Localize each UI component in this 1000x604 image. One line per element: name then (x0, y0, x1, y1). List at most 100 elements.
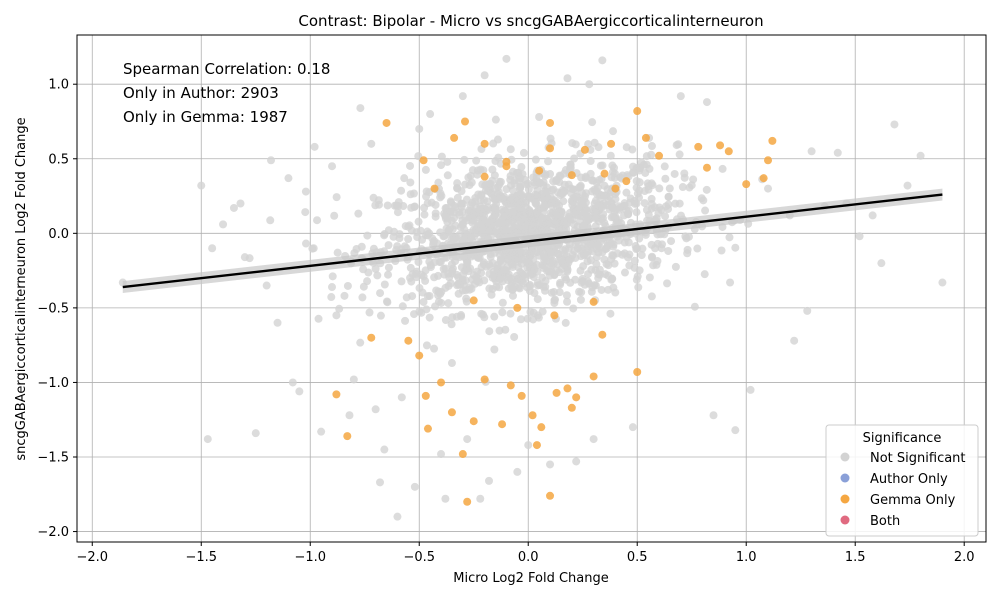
cloud-point (508, 285, 517, 294)
data-points (118, 54, 947, 521)
cloud-point (588, 283, 597, 292)
cloud-point (664, 246, 673, 255)
gemma-only-point (458, 450, 467, 459)
cloud-point (479, 204, 488, 213)
cloud-point (508, 291, 517, 300)
cloud-point (700, 270, 709, 279)
cloud-point (530, 248, 539, 257)
cloud-point (594, 143, 603, 152)
cloud-point (647, 194, 656, 203)
cloud-point (461, 276, 470, 285)
cloud-point (479, 166, 488, 175)
cloud-point (477, 263, 486, 272)
not-significant-point (295, 387, 304, 396)
not-significant-point (868, 211, 877, 220)
cloud-point (540, 256, 549, 265)
cloud-point (541, 221, 550, 230)
cloud-point (491, 205, 500, 214)
cloud-point (404, 235, 413, 244)
y-tick-label: −0.5 (37, 301, 69, 316)
cloud-point (422, 192, 431, 201)
cloud-point (538, 273, 547, 282)
cloud-point (581, 240, 590, 249)
not-significant-point (746, 385, 755, 394)
cloud-point (480, 196, 489, 205)
cloud-point (731, 243, 740, 252)
legend-marker (840, 515, 850, 525)
cloud-point (523, 179, 532, 188)
cloud-point (464, 267, 473, 276)
cloud-point (449, 235, 458, 244)
plot-frame (76, 34, 987, 543)
cloud-point (725, 233, 734, 242)
cloud-point (552, 177, 561, 186)
cloud-point (453, 193, 462, 202)
cloud-point (547, 252, 556, 261)
cloud-point (437, 287, 446, 296)
not-significant-point (916, 151, 925, 160)
gemma-only-point (423, 424, 432, 433)
cloud-point (498, 298, 507, 307)
gemma-only-point (742, 180, 751, 189)
not-significant-point (628, 423, 637, 432)
gemma-only-point (437, 378, 446, 387)
not-significant-point (197, 181, 206, 190)
cloud-point (610, 259, 619, 268)
not-significant-point (676, 92, 685, 101)
x-tick-label: 0.5 (627, 550, 648, 565)
cloud-point (632, 208, 641, 217)
gemma-only-point (550, 311, 559, 320)
gemma-only-point (694, 142, 703, 151)
gemma-only-point (517, 391, 526, 400)
cloud-point (644, 182, 653, 191)
cloud-point (384, 270, 393, 279)
cloud-point (550, 296, 559, 305)
cloud-point (374, 200, 383, 209)
cloud-point (425, 313, 434, 322)
cloud-point (490, 184, 499, 193)
cloud-point (535, 179, 544, 188)
legend-marker (840, 452, 850, 462)
cloud-point (671, 262, 680, 271)
cloud-point (437, 152, 446, 161)
cloud-point (510, 332, 519, 341)
cloud-point (580, 195, 589, 204)
gemma-only-point (447, 408, 456, 417)
cloud-point (663, 279, 672, 288)
cloud-point (583, 257, 592, 266)
cloud-point (533, 311, 542, 320)
cloud-point (442, 213, 451, 222)
cloud-point (461, 229, 470, 238)
cloud-point (529, 173, 538, 182)
cloud-point (431, 200, 440, 209)
cloud-point (421, 276, 430, 285)
cloud-point (533, 281, 542, 290)
cloud-point (425, 291, 434, 300)
cloud-point (460, 155, 469, 164)
cloud-point (455, 210, 464, 219)
cloud-point (308, 244, 317, 253)
cloud-point (654, 209, 663, 218)
cloud-point (523, 314, 532, 323)
y-tick-label: −2.0 (37, 525, 69, 540)
cloud-point (447, 320, 456, 329)
cloud-point (441, 316, 450, 325)
cloud-point (717, 246, 726, 255)
gemma-only-point (552, 388, 561, 397)
not-significant-point (203, 435, 212, 444)
cloud-point (439, 232, 448, 241)
cloud-point (599, 210, 608, 219)
legend-title: Significance (863, 431, 942, 446)
not-significant-point (903, 181, 912, 190)
x-tick-label: 1.5 (845, 550, 866, 565)
cloud-point (600, 191, 609, 200)
cloud-point (551, 198, 560, 207)
cloud-point (639, 160, 648, 169)
not-significant-point (458, 92, 467, 101)
cloud-point (635, 234, 644, 243)
cloud-point (533, 295, 542, 304)
cloud-point (471, 197, 480, 206)
cloud-point (507, 274, 516, 283)
gemma-only-point (535, 166, 544, 175)
cloud-point (491, 115, 500, 124)
